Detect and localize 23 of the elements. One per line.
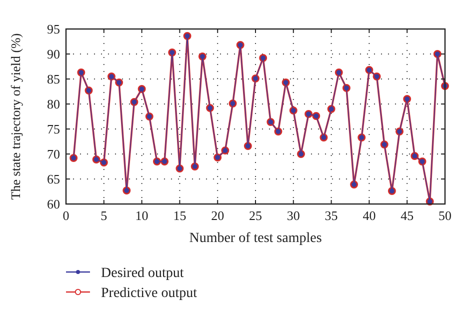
x-axis-title: Number of test samples <box>189 231 322 246</box>
y-tick-label: 80 <box>47 96 60 112</box>
x-tick-label: 40 <box>362 208 376 223</box>
x-tick-label: 20 <box>211 208 224 223</box>
x-tick-label: 10 <box>135 208 148 223</box>
y-tick-label: 90 <box>47 46 60 62</box>
x-tick-label: 50 <box>438 208 452 223</box>
y-tick-label: 60 <box>47 196 60 212</box>
y-tick-label: 65 <box>47 172 60 186</box>
y-tick-label: 75 <box>47 122 60 136</box>
legend-label: Predictive output <box>101 286 198 301</box>
x-tick-label: 15 <box>173 208 186 223</box>
y-tick-label: 95 <box>47 22 60 36</box>
y-axis-title: The state trajectory of yield (%) <box>8 33 23 200</box>
y-tick-label: 85 <box>47 72 60 86</box>
x-tick-label: 25 <box>249 208 262 223</box>
x-tick-label: 35 <box>324 208 338 223</box>
x-tick-label: 30 <box>286 208 300 223</box>
x-tick-label: 0 <box>62 208 70 223</box>
x-tick-label: 5 <box>100 208 108 223</box>
y-tick-label: 70 <box>47 146 60 162</box>
x-tick-label: 45 <box>400 208 414 223</box>
legend-label: Desired output <box>101 266 184 281</box>
